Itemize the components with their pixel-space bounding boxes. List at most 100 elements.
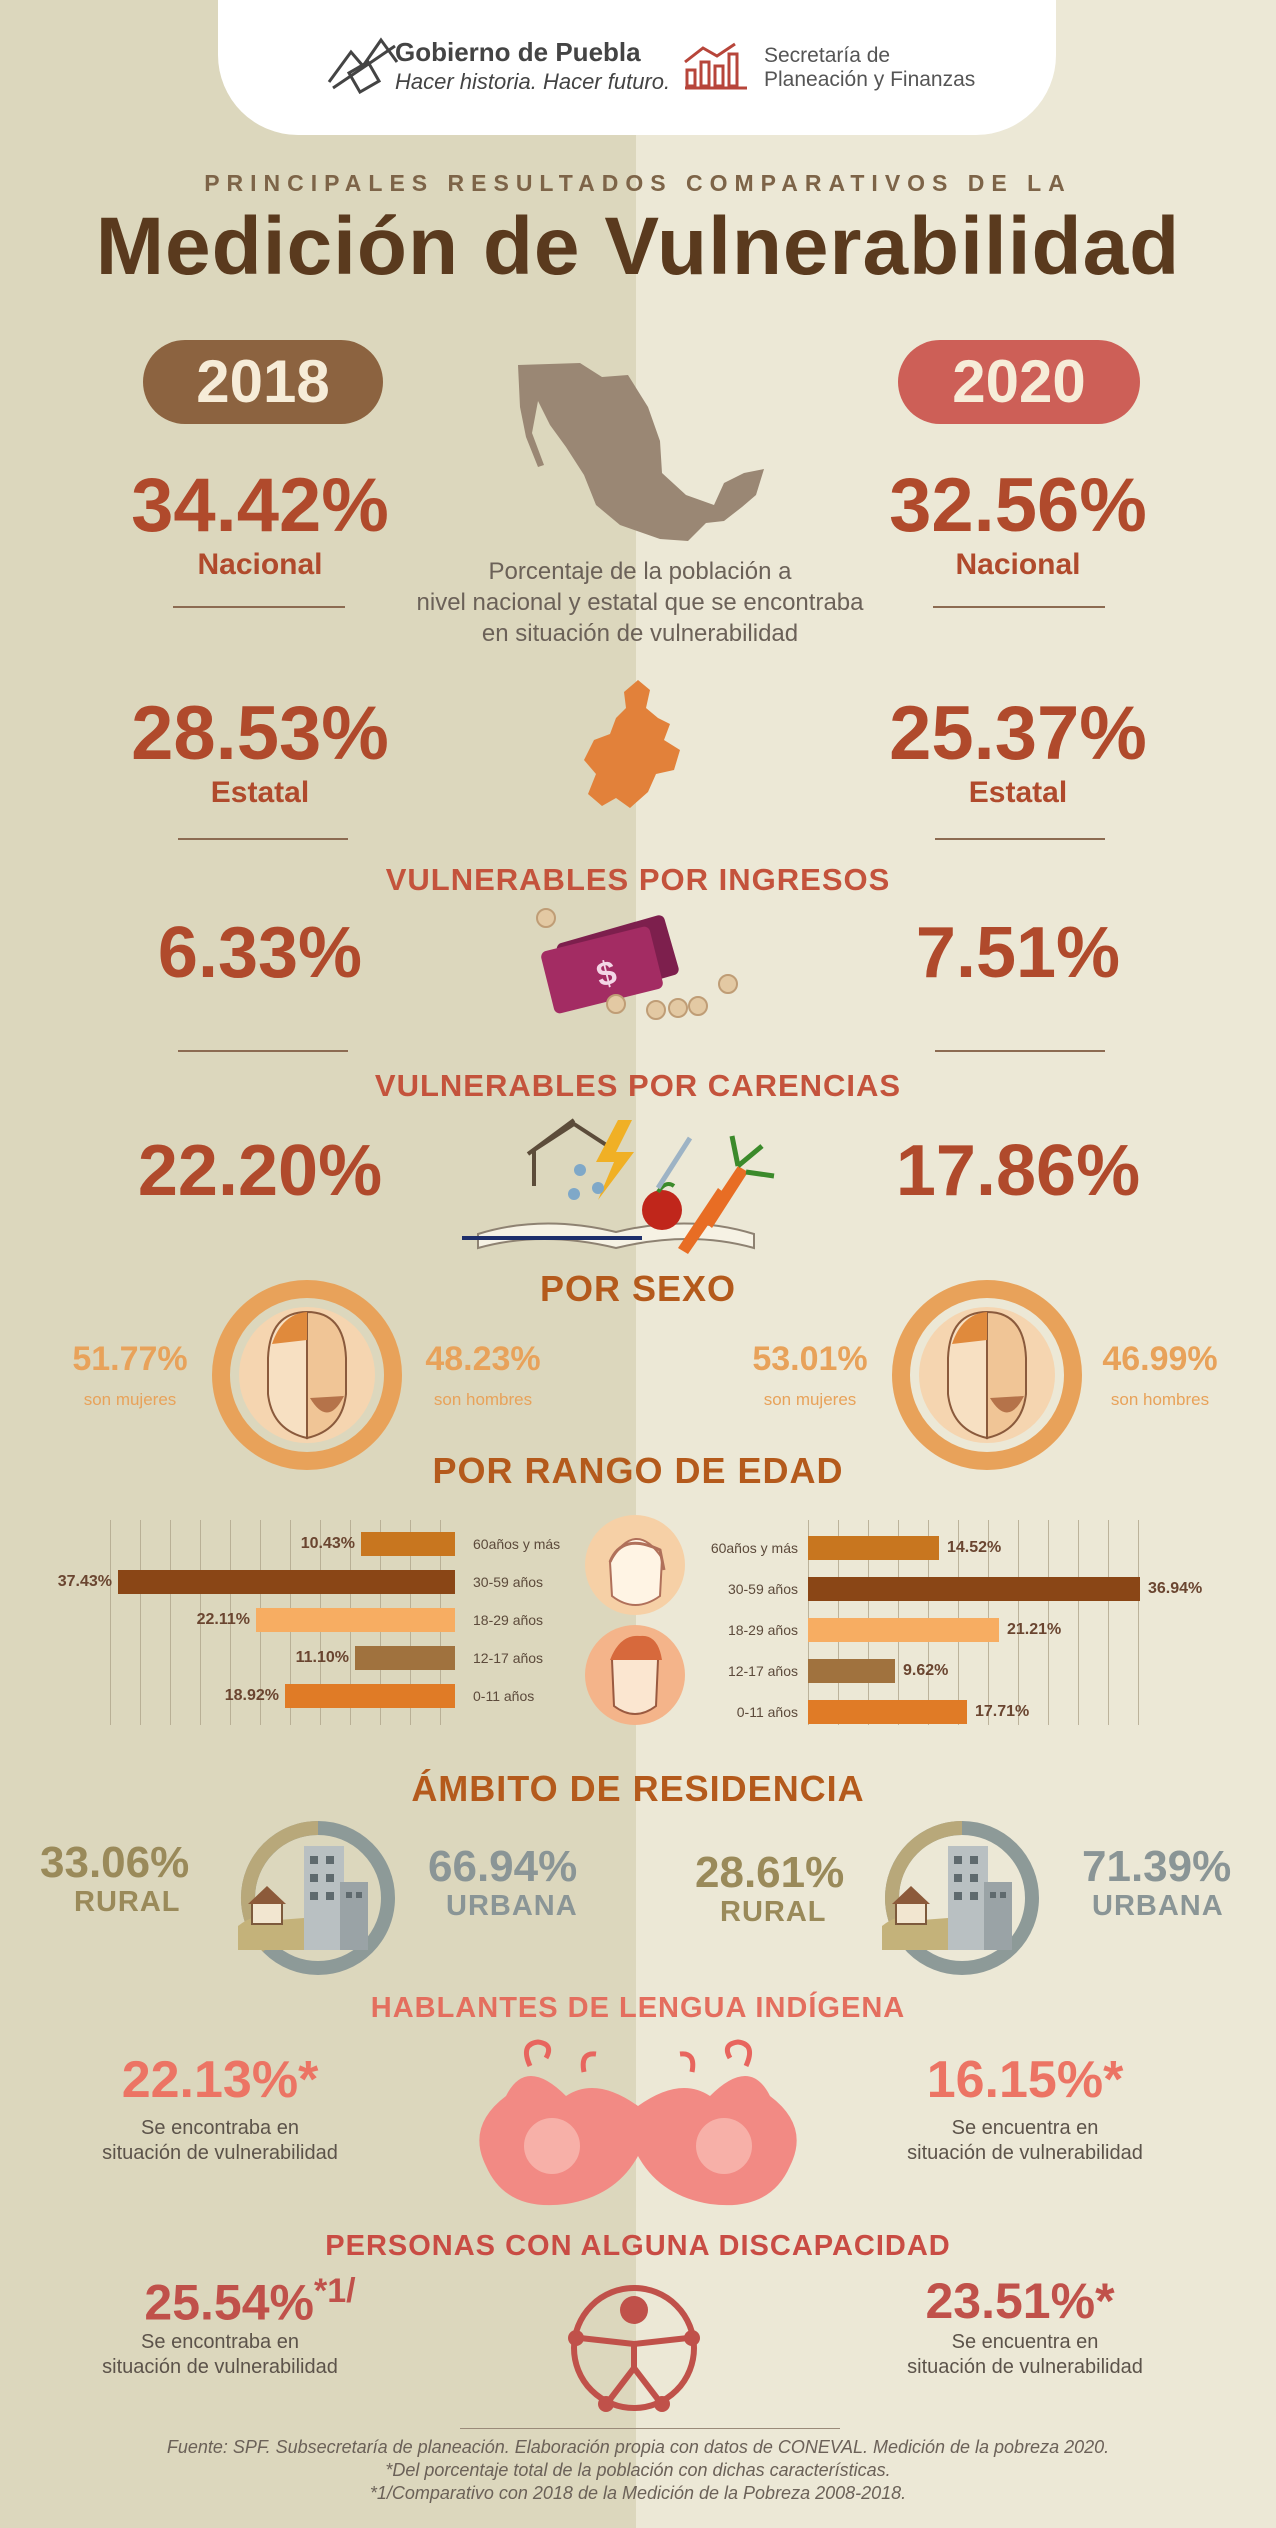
header-card: Gobierno de Puebla Hacer historia. Hacer… xyxy=(218,0,1056,135)
ingresos-title: VULNERABLES POR INGRESOS xyxy=(385,862,891,897)
divider xyxy=(935,1050,1105,1052)
national-2018-label: Nacional xyxy=(197,548,323,581)
carencias-2018-value: 22.20% xyxy=(137,1131,383,1211)
age-faces-icon xyxy=(585,1515,685,1725)
ingresos-2020-value: 7.51% xyxy=(915,913,1121,993)
age-bar-2018 xyxy=(118,1570,455,1594)
state-2020-value: 25.37% xyxy=(889,691,1147,776)
year-2018-badge: 2018 xyxy=(143,340,383,424)
puebla-state-map-icon xyxy=(584,680,680,808)
sexo-2018-women-label: son mujeres xyxy=(83,1390,177,1409)
ingresos-2018-value: 6.33% xyxy=(157,913,363,993)
sexo-2018-donut-icon xyxy=(212,1280,402,1470)
res-2018-urban-pct: 66.94% xyxy=(428,1842,578,1891)
puebla-logo-icon xyxy=(327,37,399,94)
divider xyxy=(933,606,1105,608)
indigena-2020-desc: Se encuentra en situación de vulnerabilid… xyxy=(907,2117,1143,2164)
sexo-2018-men-pct: 48.23% xyxy=(425,1340,541,1378)
sexo-2020-women-pct: 53.01% xyxy=(752,1340,868,1378)
sexo-2018-women-pct: 51.77% xyxy=(72,1340,188,1378)
sec-line-2: Planeación y Finanzas xyxy=(764,68,976,91)
age-bar-2020 xyxy=(808,1659,895,1683)
sec-line-1: Secretaría de xyxy=(764,44,891,67)
age-bar-2018 xyxy=(285,1684,455,1708)
age-label-2018: 0-11 años xyxy=(473,1688,535,1704)
age-chart-2020: 14.52% 60años y más 36.94% 30-59 años 21.21%… xyxy=(640,1520,1276,1730)
state-2018-label: Estatal xyxy=(210,776,310,809)
age-pct-2020: 14.52% xyxy=(947,1539,1002,1556)
discapacidad-2018-pct: 25.54%*1/ xyxy=(144,2272,356,2331)
age-label-2018: 12-17 años xyxy=(473,1650,544,1666)
footer-note-1: *Del porcentaje total de la población co… xyxy=(385,2460,891,2480)
age-label-2018: 30-59 años xyxy=(473,1574,544,1590)
carencias-2020-value: 17.86% xyxy=(895,1131,1141,1211)
age-pct-2020: 17.71% xyxy=(975,1703,1030,1720)
speech-scroll-icon xyxy=(479,2039,797,2206)
residencia-title: ÁMBITO DE RESIDENCIA xyxy=(411,1768,865,1809)
divider xyxy=(935,838,1105,840)
age-pct-2018: 11.10% xyxy=(295,1649,349,1666)
sexo-2020-men-label: son hombres xyxy=(1110,1390,1210,1409)
page-title: Medición de Vulnerabilidad xyxy=(95,201,1181,292)
age-label-2020: 12-17 años xyxy=(727,1663,798,1679)
footer-note-2: *1/Comparativo con 2018 de la Medición d… xyxy=(369,2483,907,2503)
sexo-2018-men-label: son hombres xyxy=(433,1390,533,1409)
state-2018-value: 28.53% xyxy=(131,691,389,776)
sexo-2020-men-pct: 46.99% xyxy=(1102,1340,1218,1378)
res-2020-urban-label: URBANA xyxy=(1092,1890,1224,1922)
vulnerability-description: Porcentaje de la población a nivel nacion… xyxy=(416,558,864,647)
res-2020-rural-urban-icon xyxy=(882,1821,1039,1975)
state-2020-label: Estatal xyxy=(968,776,1068,809)
age-pct-2018: 10.43% xyxy=(300,1535,355,1552)
age-bar-2018 xyxy=(355,1646,455,1670)
indigena-2018-desc: Se encontraba en situación de vulnerabili… xyxy=(102,2117,338,2164)
age-label-2020: 18-29 años xyxy=(727,1622,798,1638)
mexico-map-icon xyxy=(518,363,764,541)
res-2018-rural-urban-icon xyxy=(238,1821,395,1975)
edad-title: POR RANGO DE EDAD xyxy=(432,1450,844,1491)
sexo-2020-donut-icon xyxy=(892,1280,1082,1470)
age-bar-2020 xyxy=(808,1536,939,1560)
wallet-money-icon: $ xyxy=(536,908,738,1020)
age-bar-2020 xyxy=(808,1700,967,1724)
indigena-title: HABLANTES DE LENGUA INDÍGENA xyxy=(370,1992,906,2024)
age-pct-2020: 9.62% xyxy=(903,1662,949,1679)
age-chart-2018: 10.43% 60años y más 37.43% 30-59 años 22.11%… xyxy=(0,1520,600,1730)
age-pct-2020: 36.94% xyxy=(1148,1580,1203,1597)
sexo-title: POR SEXO xyxy=(539,1268,737,1309)
age-label-2020: 0-11 años xyxy=(736,1704,798,1720)
res-2020-rural-pct: 28.61% xyxy=(695,1848,845,1897)
age-bar-2018 xyxy=(361,1532,455,1556)
accessibility-icon xyxy=(568,2285,700,2412)
res-2018-urban-label: URBANA xyxy=(446,1890,578,1922)
age-label-2018: 60años y más xyxy=(473,1536,561,1552)
year-2020-badge: 2020 xyxy=(898,340,1140,424)
age-pct-2018: 37.43% xyxy=(57,1573,112,1590)
res-2018-rural-label: RURAL xyxy=(74,1886,181,1918)
divider xyxy=(178,1050,348,1052)
discapacidad-2020-pct: 23.51%* xyxy=(925,2273,1115,2329)
finance-chart-icon xyxy=(684,42,747,90)
discapacidad-2018-desc: Se encontraba en situación de vulnerabili… xyxy=(102,2331,338,2378)
res-2020-rural-label: RURAL xyxy=(720,1896,827,1928)
divider xyxy=(173,606,345,608)
indigena-2020-pct: 16.15%* xyxy=(926,2051,1124,2109)
discapacidad-title: PERSONAS CON ALGUNA DISCAPACIDAD xyxy=(325,2230,951,2262)
divider xyxy=(178,838,348,840)
discapacidad-2020-desc: Se encuentra en situación de vulnerabilid… xyxy=(907,2331,1143,2378)
gov-name: Gobierno de Puebla xyxy=(395,37,641,67)
res-2018-rural-pct: 33.06% xyxy=(40,1838,190,1887)
national-2020-value: 32.56% xyxy=(889,463,1147,548)
res-2020-urban-pct: 71.39% xyxy=(1082,1842,1232,1891)
divider xyxy=(460,2428,840,2429)
age-pct-2018: 18.92% xyxy=(224,1687,279,1704)
gov-slogan: Hacer historia. Hacer futuro. xyxy=(395,69,671,94)
national-2020-label: Nacional xyxy=(955,548,1081,581)
basic-needs-icon xyxy=(462,1118,775,1254)
age-pct-2018: 22.11% xyxy=(196,1611,250,1628)
kicker: PRINCIPALES RESULTADOS COMPARATIVOS DE L… xyxy=(204,170,1072,196)
age-label-2018: 18-29 años xyxy=(473,1612,544,1628)
indigena-2018-pct: 22.13%* xyxy=(121,2051,319,2109)
age-label-2020: 30-59 años xyxy=(727,1581,798,1597)
